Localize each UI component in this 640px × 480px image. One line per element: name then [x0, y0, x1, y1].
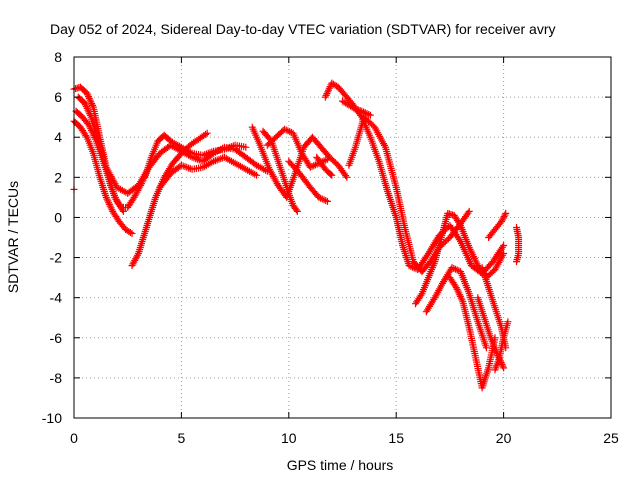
data-point-markers	[248, 123, 351, 201]
data-point-markers	[422, 264, 490, 352]
y-tick-label: -8	[50, 370, 63, 386]
data-point-markers	[491, 318, 512, 374]
y-axis-label: SDTVAR / TECUs	[5, 181, 21, 293]
data-point-markers	[485, 209, 510, 241]
data-point-markers	[259, 127, 301, 215]
data-point-markers	[156, 153, 261, 191]
data-point-markers	[285, 157, 331, 205]
x-tick-label: 20	[496, 430, 512, 446]
series-track-4	[74, 93, 127, 215]
data-point-markers	[412, 209, 508, 308]
x-tick-label: 10	[281, 430, 297, 446]
y-tick-label: 8	[54, 49, 62, 65]
series-track-7	[156, 153, 261, 191]
data-point-markers	[313, 153, 336, 179]
data-point-markers	[141, 131, 250, 181]
series-track-23	[513, 224, 523, 266]
x-axis-label: GPS time / hours	[287, 457, 394, 473]
series-track-15	[345, 113, 473, 276]
y-tick-label: -6	[50, 330, 63, 346]
series-track-16	[412, 209, 508, 308]
series-track-18	[446, 274, 499, 392]
series-track-21	[485, 209, 510, 241]
series-track-9	[259, 127, 301, 215]
data-point-markers	[70, 117, 136, 237]
data-point-markers	[74, 93, 127, 215]
series-track-6	[141, 131, 250, 181]
y-tick-label: -2	[50, 250, 63, 266]
data-points	[70, 79, 523, 392]
data-point-markers	[339, 97, 374, 119]
y-tick-label: 4	[54, 129, 62, 145]
y-tick-label: 2	[54, 169, 62, 185]
grid	[74, 57, 611, 418]
x-tick-label: 15	[388, 430, 404, 446]
chart-title: Day 052 of 2024, Sidereal Day-to-day VTE…	[50, 21, 556, 37]
series-track-12	[313, 153, 336, 179]
series-track-22	[491, 318, 512, 374]
y-tick-label: -10	[42, 410, 62, 426]
plot-frame	[73, 56, 612, 419]
y-tick-label: 0	[54, 209, 62, 225]
data-point-markers	[321, 79, 508, 278]
y-tick-label: 6	[54, 89, 62, 105]
series-track-13	[321, 79, 508, 278]
x-tick-label: 25	[603, 430, 619, 446]
tick-marks	[73, 56, 612, 419]
data-point-markers	[446, 274, 499, 392]
series-track-14	[339, 97, 374, 119]
series-track-11	[285, 157, 331, 205]
series-track-5	[128, 129, 211, 270]
data-point-markers	[513, 224, 523, 266]
x-tick-label: 5	[178, 430, 186, 446]
data-point-markers	[345, 113, 473, 276]
y-tick-label: -4	[50, 290, 63, 306]
series-track-2	[70, 117, 136, 237]
data-point-markers	[128, 129, 211, 270]
series-track-17	[422, 264, 490, 352]
series-track-8	[248, 123, 351, 201]
x-tick-label: 0	[70, 430, 78, 446]
